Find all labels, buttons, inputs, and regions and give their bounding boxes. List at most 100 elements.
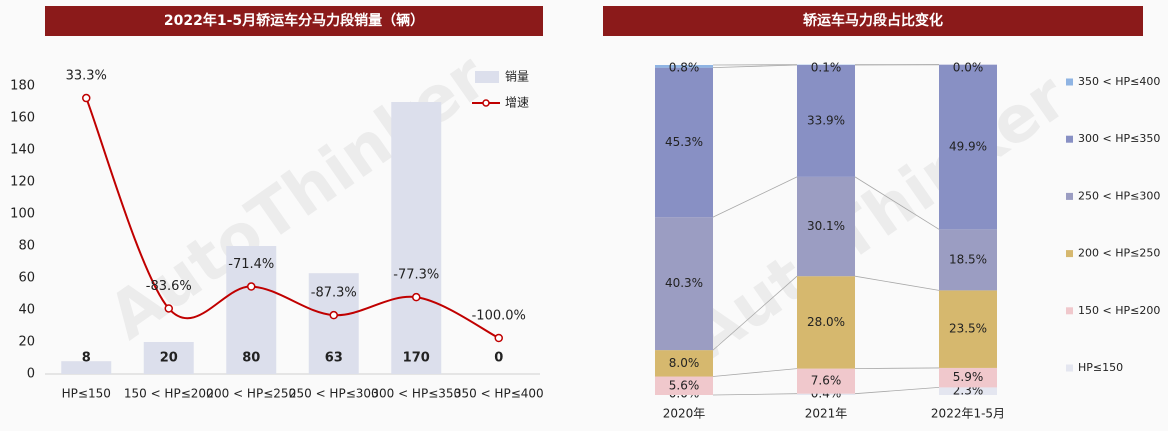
segment-label: 7.6% xyxy=(811,374,842,388)
legend-label: 300 < HP≤350 xyxy=(1078,132,1160,145)
y-tick-label: 40 xyxy=(18,303,35,318)
legend-label: 销量 xyxy=(505,70,529,84)
y-tick-label: 140 xyxy=(10,143,35,158)
bar-label: 170 xyxy=(403,351,430,366)
bar xyxy=(391,102,442,374)
segment-label: 49.9% xyxy=(949,140,987,154)
bar-label: 8 xyxy=(82,351,91,366)
x-tick-label: 200 < HP≤250 xyxy=(206,387,296,401)
segment-label: 28.0% xyxy=(807,315,845,329)
bar-segment xyxy=(939,387,997,395)
legend-label: HP≤150 xyxy=(1078,361,1123,374)
growth-label: -83.6% xyxy=(146,279,192,294)
legend-swatch xyxy=(1066,250,1073,258)
growth-point xyxy=(412,292,421,302)
legend-label: 增速 xyxy=(505,96,529,110)
legend-swatch xyxy=(1066,364,1073,372)
bar-segment xyxy=(939,290,997,368)
growth-label: -87.3% xyxy=(311,286,357,301)
y-tick-label: 120 xyxy=(10,175,35,190)
bar-segment xyxy=(797,368,855,394)
series-line xyxy=(712,368,798,377)
x-tick-label: 350 < HP≤400 xyxy=(454,387,544,401)
bar-segment xyxy=(655,376,713,395)
title-bar xyxy=(603,6,1143,36)
legend-label: 350 < HP≤400 xyxy=(1078,75,1160,88)
title-bar xyxy=(45,6,543,36)
segment-label: 8.0% xyxy=(669,356,700,370)
x-tick-label: 2022年1-5月 xyxy=(931,407,1005,421)
bar-label: 80 xyxy=(242,351,260,366)
growth-label: 33.3% xyxy=(66,69,107,84)
legend-label: 200 < HP≤250 xyxy=(1078,247,1160,260)
x-tick-label: 150 < HP≤200 xyxy=(124,387,214,401)
x-tick-label: 250 < HP≤300 xyxy=(289,387,379,401)
chart-title: 轿运车马力段占比变化 xyxy=(803,12,943,29)
watermark: AutoThinker xyxy=(676,60,1081,374)
bar-segment xyxy=(797,393,855,395)
bar-segment xyxy=(939,64,997,230)
legend-marker xyxy=(482,99,490,107)
legend-swatch xyxy=(475,71,499,83)
series-line xyxy=(712,64,798,69)
bar-segment xyxy=(655,217,713,351)
growth-point xyxy=(329,310,338,320)
y-tick-label: 60 xyxy=(18,271,35,286)
bar xyxy=(308,273,359,374)
segment-label: 33.9% xyxy=(807,113,845,127)
bar-segment xyxy=(655,67,713,218)
series-line xyxy=(854,387,940,395)
segment-label: 0.1% xyxy=(811,61,842,75)
legend-swatch xyxy=(1066,78,1073,86)
legend-swatch xyxy=(1066,135,1073,143)
bar-label: 0 xyxy=(494,351,503,366)
bar xyxy=(143,342,194,374)
y-tick-label: 100 xyxy=(10,207,35,222)
legend-label: 250 < HP≤300 xyxy=(1078,189,1160,202)
bar xyxy=(226,246,277,374)
series-line xyxy=(712,176,798,218)
growth-label: -100.0% xyxy=(472,309,526,324)
y-tick-label: 20 xyxy=(18,335,35,350)
series-line xyxy=(854,275,940,291)
x-tick-label: 300 < HP≤350 xyxy=(371,387,461,401)
segment-label: 0.8% xyxy=(669,61,700,75)
bar xyxy=(61,361,112,374)
segment-label: 40.3% xyxy=(665,276,703,290)
bar-segment xyxy=(797,65,855,177)
bar-segment xyxy=(797,176,855,277)
growth-label: -77.3% xyxy=(393,268,439,283)
y-tick-label: 160 xyxy=(10,111,35,126)
series-line xyxy=(712,393,798,396)
growth-point xyxy=(494,333,503,343)
bar-segment xyxy=(939,229,997,291)
legend-label: 150 < HP≤200 xyxy=(1078,304,1160,317)
segment-label: 5.6% xyxy=(669,378,700,392)
series-line xyxy=(854,367,940,369)
bar-segment xyxy=(797,276,855,369)
x-tick-label: 2021年 xyxy=(805,407,848,421)
growth-point xyxy=(164,304,173,313)
bar-segment xyxy=(939,367,997,388)
segment-label: 45.3% xyxy=(665,135,703,149)
y-tick-label: 180 xyxy=(10,79,35,94)
segment-label: 18.5% xyxy=(949,252,987,266)
legend-swatch xyxy=(1066,307,1073,315)
x-tick-label: HP≤150 xyxy=(62,387,111,401)
bar-label: 63 xyxy=(325,351,343,366)
segment-label: 0.0% xyxy=(953,61,984,75)
segment-label: 23.5% xyxy=(949,322,987,336)
x-tick-label: 2020年 xyxy=(663,407,706,421)
segment-label: 30.1% xyxy=(807,219,845,233)
growth-point xyxy=(82,93,91,103)
series-line xyxy=(712,275,798,351)
bar-label: 20 xyxy=(160,351,178,366)
legend-swatch xyxy=(1066,192,1073,200)
chart-title: 2022年1-5月轿运车分马力段销量（辆） xyxy=(164,12,424,29)
bar-segment xyxy=(655,350,713,377)
y-tick-label: 0 xyxy=(27,367,35,382)
segment-label: 5.9% xyxy=(953,370,984,384)
y-tick-label: 80 xyxy=(18,239,35,254)
